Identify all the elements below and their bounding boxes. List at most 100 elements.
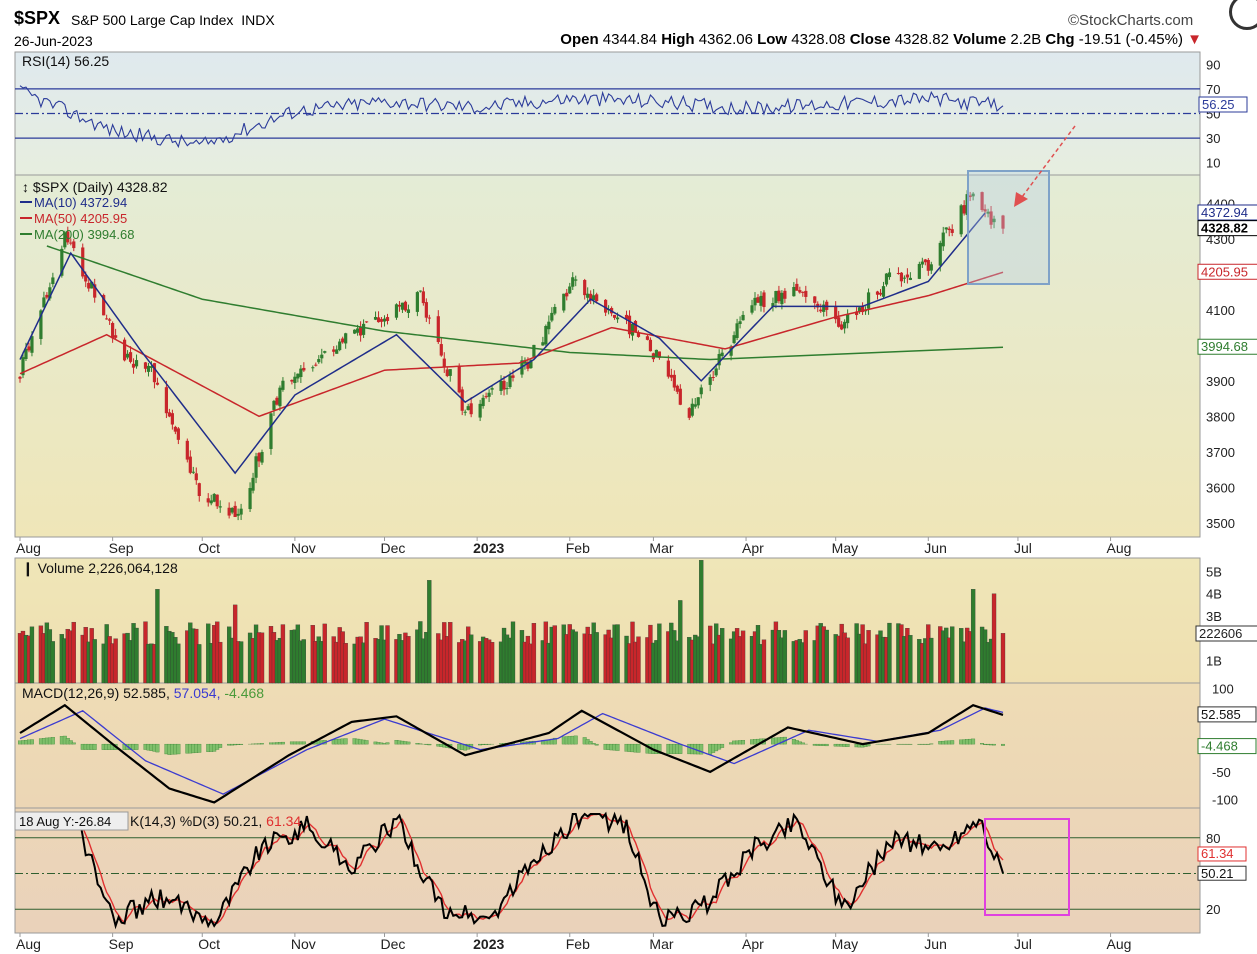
price-candle-body (774, 291, 778, 304)
price-candle-body (272, 400, 276, 410)
price-candle-body (314, 364, 318, 366)
macd-title-part: -4.468 (220, 685, 264, 701)
settings-circle-icon[interactable] (1229, 0, 1257, 30)
price-candle-body (30, 336, 34, 353)
x-tick-label: Nov (291, 936, 316, 952)
macd-histogram-bar (176, 743, 181, 755)
volume-bar (134, 627, 139, 684)
price-candle-body (257, 453, 261, 462)
annotation-arrow (1021, 125, 1076, 198)
price-candle-body (415, 292, 419, 312)
price-candle-body (457, 366, 461, 393)
macd-histogram-bar (239, 743, 244, 745)
price-candle-body (51, 277, 55, 285)
price-candle-body (547, 321, 551, 330)
price-candle-body (111, 323, 115, 339)
price-candle-body (759, 295, 763, 306)
price-candle-body (699, 387, 703, 395)
volume-bar (510, 621, 516, 684)
price-candle-body (624, 314, 629, 319)
price-candle-body (105, 318, 109, 320)
price-candle-body (362, 323, 366, 335)
price-candle-body (134, 360, 139, 367)
price-candle-body (675, 385, 679, 392)
legend-entry: MA(50) 4205.95 (34, 211, 127, 226)
brand-logo[interactable]: ©StockCharts.com (1068, 12, 1194, 29)
price-candle-body (197, 483, 201, 497)
price-candle-body (39, 310, 43, 339)
stoch-title: K(14,3) %D(3) 50.21, 61.34 (130, 813, 301, 829)
price-candle-body (783, 290, 787, 299)
price-candle-body (565, 292, 569, 297)
price-candle-body (191, 471, 195, 473)
volume-bar (29, 626, 35, 684)
index-name: S&P 500 Large Cap Index INDX (71, 12, 275, 28)
arrow-head-icon (1014, 192, 1028, 207)
price-candle-body (317, 359, 321, 363)
macd-histogram-bar (280, 741, 285, 745)
price-candle-body (762, 292, 766, 308)
price-candle-body (194, 473, 198, 481)
price-candle-body (102, 295, 106, 316)
panel-price-bg (14, 174, 1201, 538)
price-candle-body (251, 477, 255, 491)
macd-title-part: MACD(12,26,9) 52.585, (22, 685, 170, 701)
x-tick-label: Aug (1107, 540, 1132, 556)
price-candle-body (571, 277, 575, 287)
price-last-label: 4372.94 (1201, 205, 1248, 220)
price-candle-body (108, 319, 112, 321)
rsi-last-box (1198, 96, 1248, 113)
price-candle-body (843, 321, 847, 329)
price-candle-body (275, 397, 279, 405)
price-candle-body (114, 335, 118, 338)
volume-bar (322, 623, 327, 684)
volume-bar (573, 631, 578, 684)
macd-histogram-bar (50, 737, 55, 745)
price-candle-body (209, 500, 213, 504)
price-candle-body (544, 326, 548, 345)
price-candle-body (403, 301, 408, 311)
price-candle-body (373, 316, 378, 320)
price-candle-body (550, 312, 554, 321)
volume-bar (343, 642, 348, 684)
price-candle-body (239, 508, 243, 515)
volume-bar (552, 625, 557, 684)
price-candle-body (523, 360, 527, 364)
price-candle-body (804, 290, 808, 297)
price-candle-body (840, 324, 844, 330)
macd-histogram-bar (427, 743, 432, 746)
price-candle-body (463, 411, 467, 413)
price-candle-body (708, 377, 712, 385)
price-candle-body (553, 306, 557, 314)
x-tick-label: May (832, 936, 858, 952)
macd-tick-label: -50 (1212, 765, 1231, 780)
price-candle-body (185, 440, 189, 460)
macd-histogram-bar (155, 743, 160, 753)
macd-histogram-bar (636, 743, 641, 753)
volume-bar (699, 560, 704, 684)
macd-histogram-bar (92, 743, 97, 750)
price-candle-body (604, 299, 608, 313)
price-candle-body (385, 317, 390, 321)
price-candle-body (657, 351, 661, 358)
x-tick-label: Apr (742, 540, 764, 556)
x-tick-label: Mar (649, 936, 673, 952)
price-candle-body (968, 195, 972, 198)
price-candle-body (947, 228, 951, 231)
volume-bar (92, 639, 97, 684)
macd-histogram-bar (588, 741, 593, 745)
macd-last-box (1197, 706, 1257, 723)
ma10-line (19, 212, 986, 475)
price-candle-body (227, 507, 231, 516)
price-candle-body (87, 282, 91, 289)
price-candle-body (795, 283, 799, 291)
ma200-line (46, 245, 1004, 361)
macd-histogram-bar (301, 741, 306, 745)
price-candle-body (397, 304, 402, 307)
price-candle-body (696, 397, 700, 406)
price-candle-body (176, 428, 180, 440)
macd-histogram-bar (364, 740, 369, 745)
price-candle-body (356, 328, 360, 333)
price-candle-body (944, 227, 948, 230)
volume-tick-label: 3B (1206, 609, 1222, 624)
